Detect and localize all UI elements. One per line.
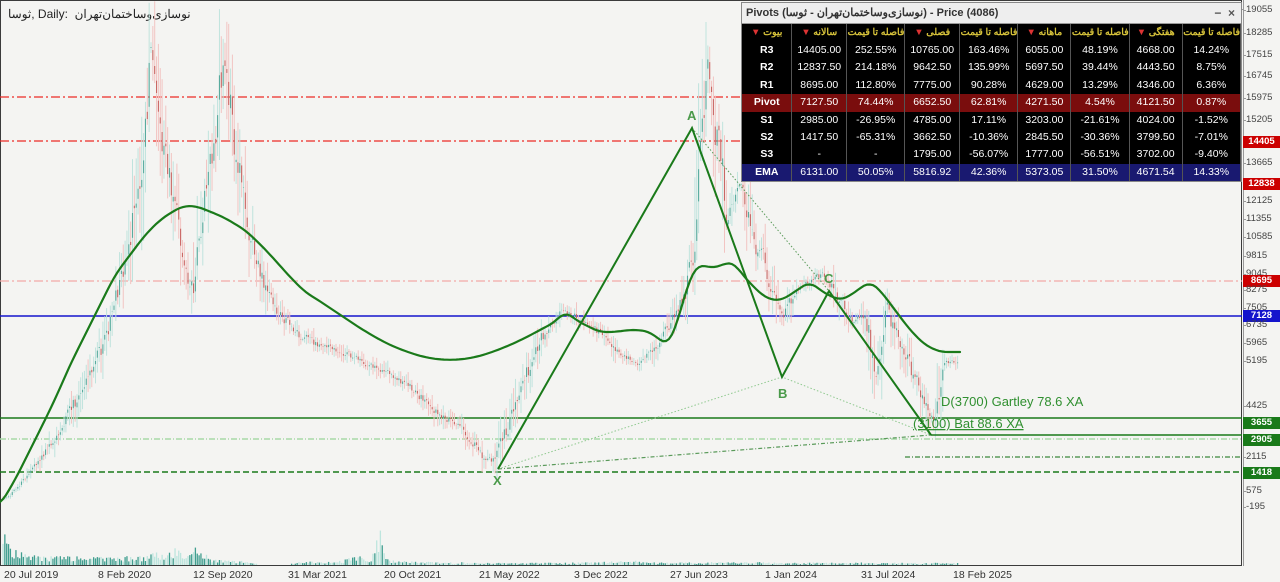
svg-text:C: C xyxy=(824,271,834,286)
svg-text:B: B xyxy=(778,386,787,401)
svg-text:D(3700) Gartley 78.6 XA: D(3700) Gartley 78.6 XA xyxy=(941,394,1084,409)
svg-text:A: A xyxy=(687,108,697,123)
svg-text:X: X xyxy=(493,473,502,488)
svg-text:(3100) Bat 88.6 XA: (3100) Bat 88.6 XA xyxy=(913,416,1024,431)
